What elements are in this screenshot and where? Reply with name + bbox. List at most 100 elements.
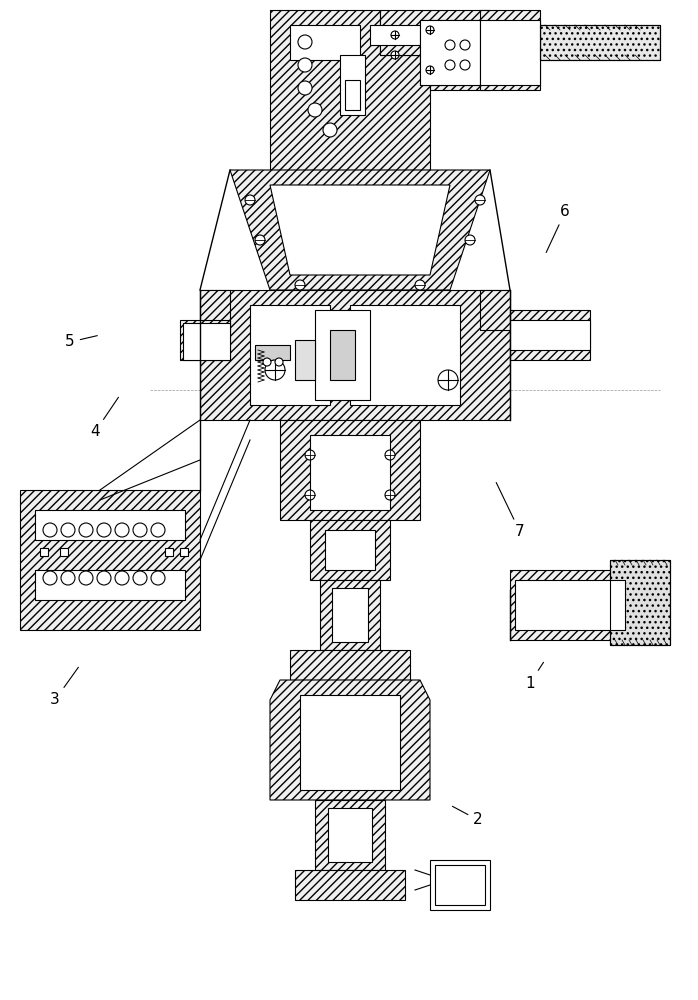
Circle shape	[61, 571, 75, 585]
Circle shape	[151, 523, 165, 537]
Bar	[325, 530, 375, 570]
Polygon shape	[380, 10, 490, 90]
Bar	[540, 25, 660, 60]
Bar	[290, 25, 360, 60]
Bar	[183, 323, 230, 360]
Bar	[540, 25, 660, 60]
Bar	[515, 580, 625, 630]
Text: 5: 5	[65, 334, 97, 350]
Circle shape	[298, 58, 312, 72]
Bar	[250, 305, 330, 405]
Bar	[480, 20, 540, 85]
Bar	[330, 330, 355, 380]
Bar	[328, 808, 372, 862]
Polygon shape	[310, 520, 390, 580]
Bar	[295, 340, 315, 380]
Polygon shape	[270, 680, 430, 800]
Circle shape	[426, 26, 434, 34]
Bar	[435, 865, 485, 905]
Polygon shape	[280, 420, 420, 520]
Circle shape	[43, 523, 57, 537]
Polygon shape	[290, 650, 410, 680]
Bar	[610, 560, 670, 645]
Polygon shape	[510, 570, 630, 640]
Polygon shape	[270, 185, 450, 275]
Polygon shape	[480, 290, 510, 330]
Polygon shape	[200, 290, 230, 330]
Polygon shape	[270, 10, 430, 170]
Bar	[165, 548, 173, 556]
Circle shape	[426, 66, 434, 74]
Bar	[510, 320, 590, 350]
Circle shape	[460, 60, 470, 70]
Bar	[430, 860, 490, 910]
Text: 2: 2	[452, 806, 483, 828]
Circle shape	[445, 40, 455, 50]
Polygon shape	[180, 320, 230, 360]
Circle shape	[298, 35, 312, 49]
Circle shape	[391, 31, 399, 39]
Polygon shape	[320, 580, 380, 650]
Polygon shape	[230, 170, 490, 290]
Circle shape	[61, 523, 75, 537]
Circle shape	[245, 195, 255, 205]
Circle shape	[475, 195, 485, 205]
Circle shape	[255, 235, 265, 245]
Circle shape	[323, 123, 337, 137]
Polygon shape	[295, 870, 405, 900]
Polygon shape	[20, 490, 200, 630]
Text: 7: 7	[496, 483, 525, 540]
Circle shape	[415, 280, 425, 290]
Circle shape	[385, 490, 395, 500]
Bar	[420, 20, 480, 85]
Text: 3: 3	[50, 667, 78, 708]
Circle shape	[79, 523, 93, 537]
Circle shape	[445, 60, 455, 70]
Circle shape	[115, 571, 129, 585]
Polygon shape	[510, 310, 590, 360]
Circle shape	[305, 490, 315, 500]
Bar	[35, 510, 185, 540]
Circle shape	[133, 523, 147, 537]
Circle shape	[385, 450, 395, 460]
Circle shape	[438, 370, 458, 390]
Circle shape	[79, 571, 93, 585]
Text: 4: 4	[90, 397, 119, 440]
Circle shape	[115, 523, 129, 537]
Circle shape	[460, 40, 470, 50]
Circle shape	[133, 571, 147, 585]
Bar	[180, 548, 188, 556]
Bar	[300, 695, 400, 790]
Circle shape	[298, 81, 312, 95]
Circle shape	[305, 450, 315, 460]
Circle shape	[308, 103, 322, 117]
Circle shape	[263, 358, 271, 366]
Text: 6: 6	[546, 205, 570, 252]
Bar	[370, 25, 420, 45]
Bar	[255, 345, 290, 360]
Circle shape	[265, 360, 285, 380]
Bar	[332, 588, 368, 642]
Bar	[345, 80, 360, 110]
Circle shape	[275, 358, 283, 366]
Bar	[340, 55, 365, 115]
Text: 1: 1	[525, 662, 544, 690]
Bar	[350, 305, 460, 405]
Bar	[60, 548, 68, 556]
Polygon shape	[320, 350, 380, 380]
Circle shape	[391, 51, 399, 59]
Circle shape	[97, 523, 111, 537]
Bar	[315, 310, 370, 400]
Polygon shape	[420, 10, 540, 90]
Circle shape	[465, 235, 475, 245]
Circle shape	[97, 571, 111, 585]
Bar	[40, 548, 48, 556]
Polygon shape	[315, 800, 385, 870]
Circle shape	[295, 280, 305, 290]
Polygon shape	[200, 290, 510, 420]
Bar	[35, 570, 185, 600]
Circle shape	[151, 571, 165, 585]
Bar	[310, 435, 390, 510]
Polygon shape	[610, 560, 670, 645]
Circle shape	[43, 571, 57, 585]
